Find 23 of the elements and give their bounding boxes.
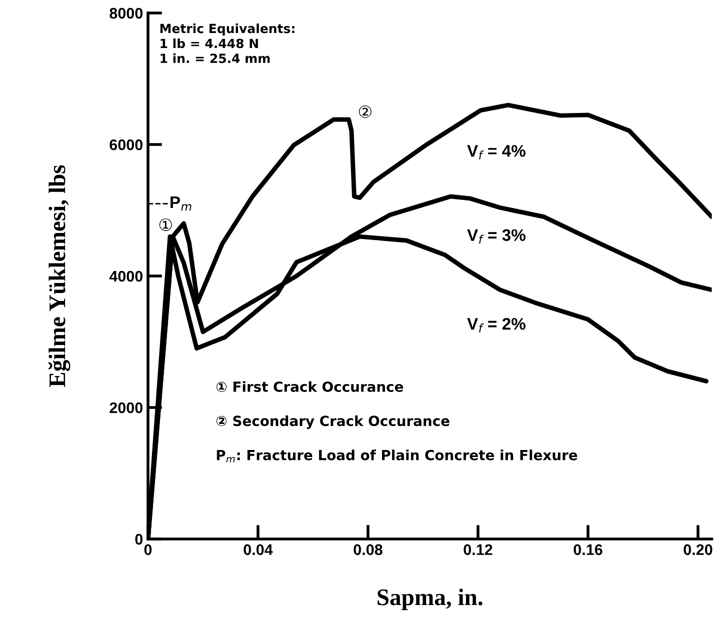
y-tick-label: 6000 [110, 139, 143, 150]
y-tick-label: 2000 [110, 402, 143, 414]
annotation: ① [159, 218, 172, 231]
x-tick-label: 0.12 [464, 544, 492, 556]
x-tick-label: 0.16 [574, 544, 602, 556]
y-tick-label: 8000 [110, 8, 143, 19]
annotation: P$_{m}$: Fracture Load of Plain Concrete in Flexure [216, 450, 578, 462]
y-axis-title: Eğilme Yüklemesi, lbs [48, 165, 70, 387]
x-tick-label: 0 [144, 544, 152, 556]
annotation: ② Secondary Crack Occurance [216, 415, 450, 429]
series-label: V$_{f}$ = 2% [467, 318, 526, 332]
x-tick-label: 0.20 [684, 544, 712, 556]
y-tick-label: 0 [135, 534, 143, 545]
y-tick-label: 4000 [109, 270, 143, 282]
x-axis-title: Sapma, in. [378, 588, 482, 610]
annotation: Metric Equivalents: 1 lb = 4.448 N 1 in. = 25.4 mm [160, 24, 294, 64]
annotation: ① First Crack Occurance [216, 381, 404, 392]
x-tick-label: 0.08 [354, 544, 382, 556]
series-label: V$_{f}$ = 3% [467, 229, 526, 244]
series-label: V$_{f}$ = 4% [467, 145, 526, 160]
x-tick-label: 0.04 [244, 544, 273, 556]
annotation: ② [358, 105, 372, 118]
ref-line-label: P$_{m}$ [170, 196, 192, 211]
